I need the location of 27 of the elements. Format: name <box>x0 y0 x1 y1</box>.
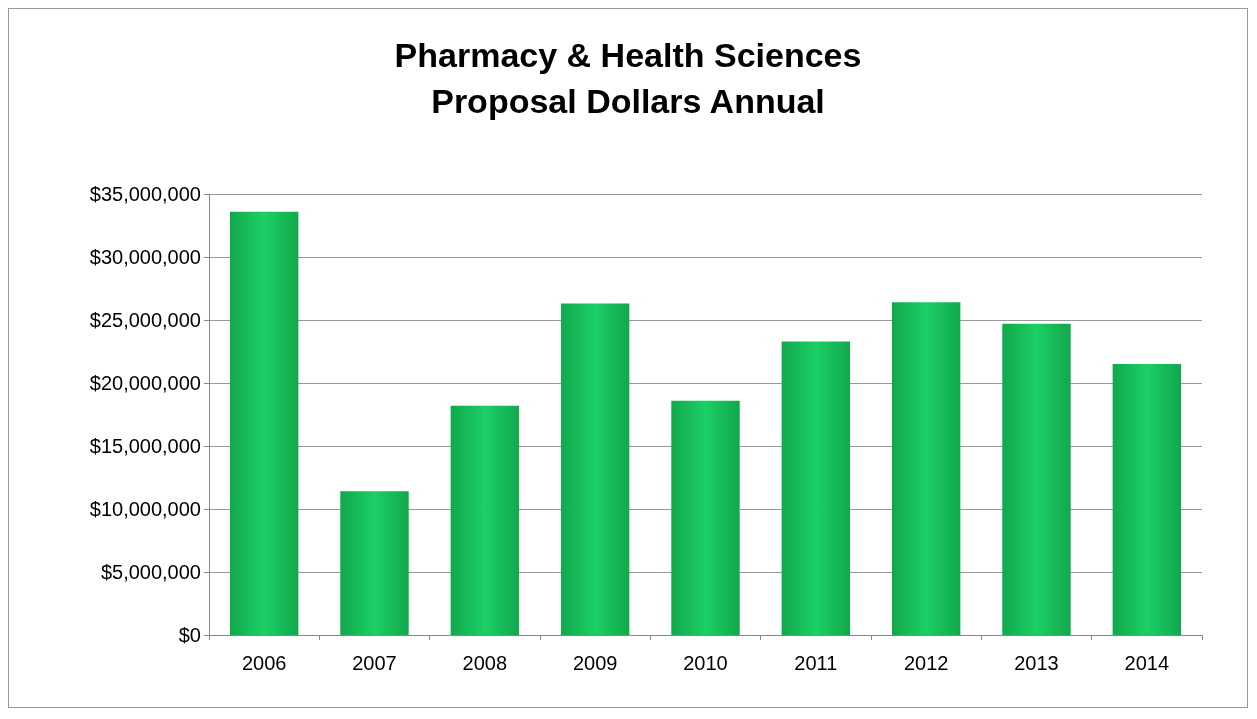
bar <box>671 400 740 635</box>
y-tick-label: $0 <box>178 624 201 646</box>
x-tick-label: 2009 <box>572 652 618 674</box>
bar <box>1002 323 1071 635</box>
chart-title: Pharmacy & Health Sciences Proposal Dollars Annual <box>394 36 862 120</box>
bar <box>1112 364 1182 635</box>
x-tick-label: 2013 <box>1014 652 1059 674</box>
y-tick-label: $15,000,000 <box>89 435 201 457</box>
y-tick-label: $25,000,000 <box>89 309 201 331</box>
y-tick-label: $35,000,000 <box>89 183 201 205</box>
y-tick-label: $10,000,000 <box>89 498 201 520</box>
x-tick-label: 2011 <box>794 652 838 674</box>
x-tick-label: 2010 <box>683 652 728 674</box>
bar <box>450 405 520 635</box>
x-tick-label: 2014 <box>1124 652 1170 674</box>
y-tick-label: $5,000,000 <box>100 561 201 583</box>
x-tick-label: 2007 <box>352 652 397 674</box>
x-tick-label: 2008 <box>462 652 508 674</box>
y-tick-label: $20,000,000 <box>89 372 201 394</box>
bar <box>781 341 851 635</box>
bar <box>340 491 409 635</box>
y-tick-label: $30,000,000 <box>89 246 201 268</box>
bar <box>560 303 630 635</box>
bar <box>229 211 299 635</box>
x-tick-label: 2012 <box>903 652 949 674</box>
x-tick-label: 2006 <box>241 652 287 674</box>
bar <box>891 302 961 635</box>
